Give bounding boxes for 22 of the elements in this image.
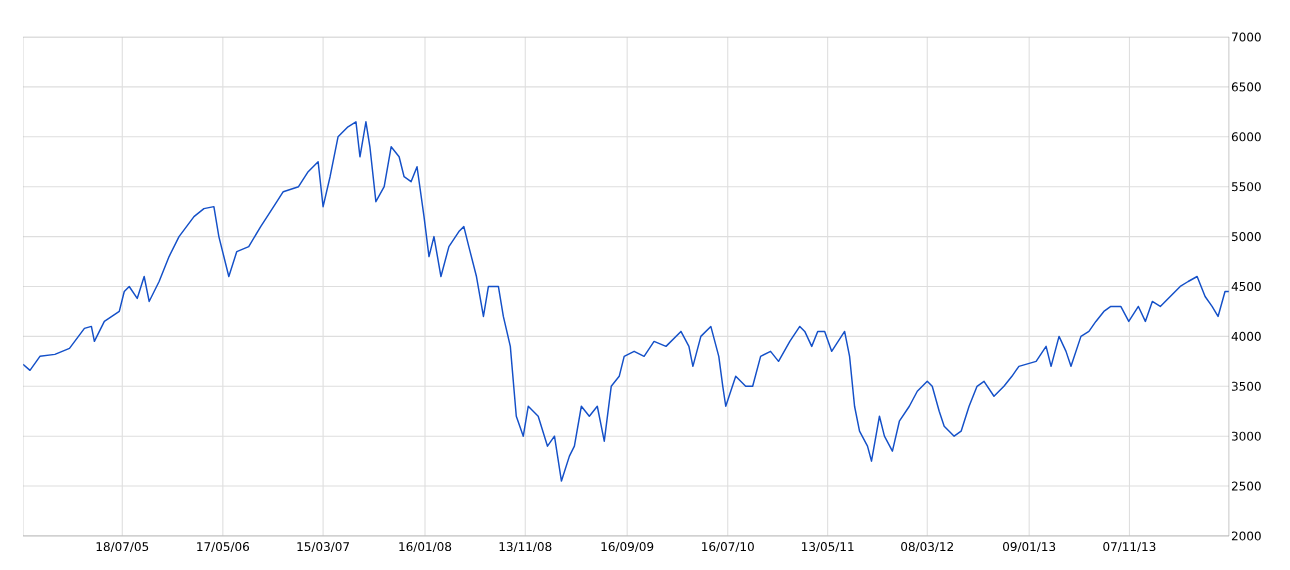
y-tick-label: 4500 [1231,281,1261,292]
x-tick-label: 16/09/09 [601,542,654,553]
y-tick-label: 6500 [1231,82,1261,92]
x-tick-label: 17/05/06 [197,542,250,553]
y-tick-label: 7000 [1232,32,1261,42]
x-tick-label: 08/03/12 [901,542,953,553]
x-tick-label: 13/05/11 [802,542,854,553]
y-tick-label: 2000 [1231,531,1261,541]
y-tick-label: 3000 [1231,431,1261,441]
x-tick-label: 16/01/08 [399,542,452,553]
y-tick-label: 6000 [1231,132,1261,142]
y-tick-label: 3500 [1231,381,1261,391]
y-tick-label: 5500 [1231,182,1261,192]
x-tick-label: 18/07/05 [96,542,149,553]
x-tick-label: 16/07/10 [702,542,754,553]
y-tick-label: 4000 [1231,331,1261,341]
y-tick-label: 5000 [1231,232,1261,242]
x-tick-label: 09/01/13 [1003,542,1056,553]
x-tick-label: 07/11/13 [1103,542,1156,553]
x-tick-label: 15/03/07 [297,542,350,553]
x-tick-label: 13/11/08 [499,542,552,553]
y-tick-label: 2500 [1231,481,1261,491]
